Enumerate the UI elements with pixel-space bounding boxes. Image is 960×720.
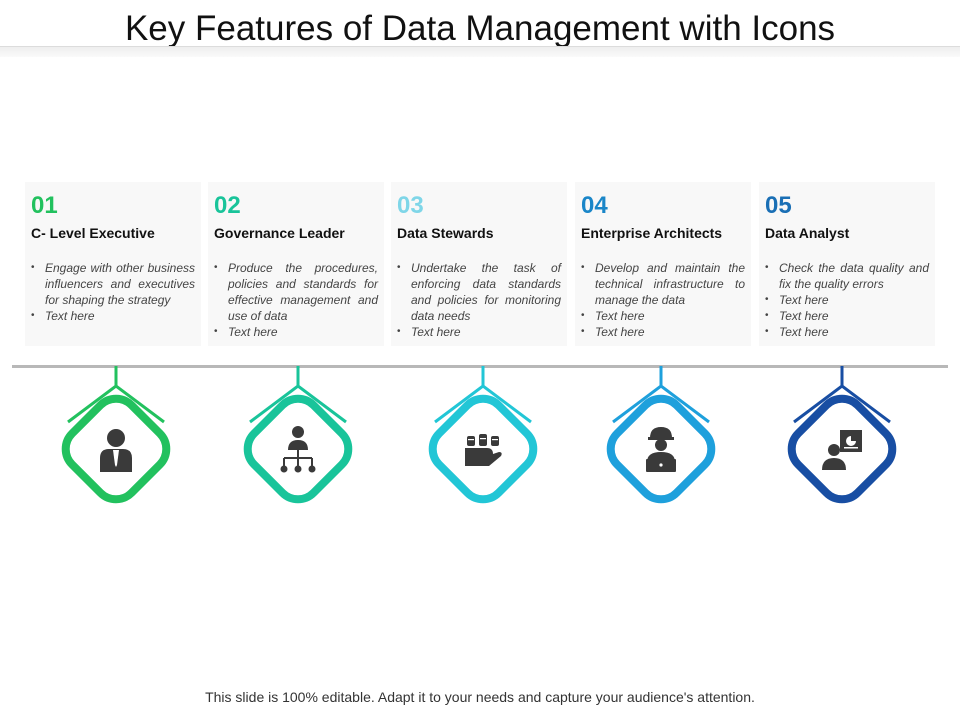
bullet-item: Engage with other business influencers a… (31, 260, 195, 308)
feature-card-4: 04 Enterprise Architects Develop and mai… (575, 182, 751, 346)
feature-name: Data Analyst (765, 225, 850, 241)
feature-card-3: 03 Data Stewards Undertake the task of e… (391, 182, 567, 346)
feature-name: Enterprise Architects (581, 225, 723, 241)
bullet-item: Text here (765, 324, 929, 340)
slide-title: Key Features of Data Management with Ico… (124, 9, 836, 48)
data-hand-icon (428, 366, 538, 504)
feature-number: 03 (397, 192, 424, 219)
feature-node-1 (56, 366, 176, 516)
feature-number: 04 (581, 192, 608, 219)
executive-icon (61, 366, 171, 504)
title-divider (0, 46, 960, 57)
feature-number: 02 (214, 192, 241, 219)
bullet-item: Text here (581, 308, 745, 324)
feature-bullets: Check the data quality and fix the quali… (765, 260, 929, 340)
footer-note: This slide is 100% editable. Adapt it to… (205, 689, 755, 705)
bullet-item: Produce the procedures, policies and sta… (214, 260, 378, 324)
bullet-item: Text here (581, 324, 745, 340)
feature-name: Governance Leader (214, 225, 345, 241)
bullet-item: Text here (214, 324, 378, 340)
feature-number: 01 (31, 192, 58, 219)
bullet-item: Check the data quality and fix the quali… (765, 260, 929, 292)
feature-bullets: Engage with other business influencers a… (31, 260, 195, 324)
feature-node-5 (782, 366, 902, 516)
bullet-item: Text here (765, 292, 929, 308)
bullet-item: Text here (397, 324, 561, 340)
feature-node-4 (601, 366, 721, 516)
feature-card-5: 05 Data Analyst Check the data quality a… (759, 182, 935, 346)
bullet-item: Text here (765, 308, 929, 324)
feature-card-2: 02 Governance Leader Produce the procedu… (208, 182, 384, 346)
feature-bullets: Undertake the task of enforcing data sta… (397, 260, 561, 340)
feature-bullets: Produce the procedures, policies and sta… (214, 260, 378, 340)
feature-name: Data Stewards (397, 225, 494, 241)
org-chart-leader-icon (243, 366, 353, 504)
feature-node-2 (238, 366, 358, 516)
bullet-item: Text here (31, 308, 195, 324)
bullet-item: Undertake the task of enforcing data sta… (397, 260, 561, 324)
bullet-item: Develop and maintain the technical infra… (581, 260, 745, 308)
architect-laptop-icon (606, 366, 716, 504)
analyst-presentation-icon (787, 366, 897, 504)
feature-bullets: Develop and maintain the technical infra… (581, 260, 745, 340)
feature-card-1: 01 C- Level Executive Engage with other … (25, 182, 201, 346)
timeline-line (12, 365, 948, 368)
feature-number: 05 (765, 192, 792, 219)
feature-name: C- Level Executive (31, 225, 155, 241)
feature-node-3 (423, 366, 543, 516)
